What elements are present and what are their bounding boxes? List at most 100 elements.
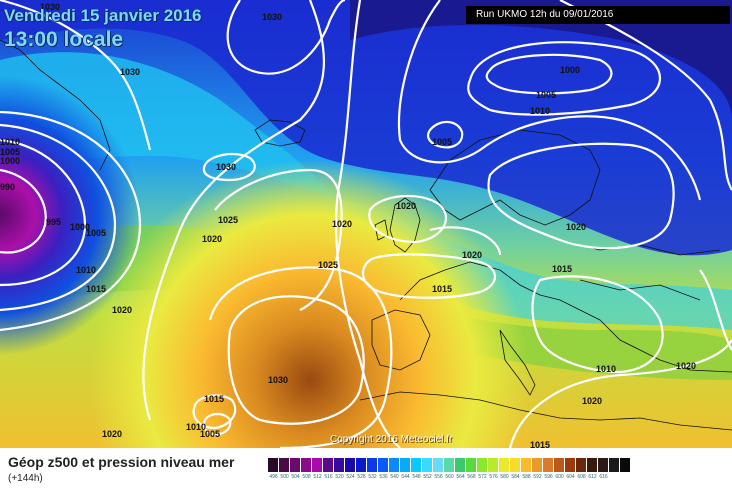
isobar-mid-1020: [334, 0, 401, 448]
color-scale-cell: [565, 458, 576, 472]
isobar-label: 1005: [0, 147, 20, 157]
isobar-label: 1020: [202, 234, 222, 244]
color-scale-label: 568: [467, 474, 476, 480]
color-scale-label: 588: [522, 474, 531, 480]
isobar-europe-1025: [429, 226, 502, 256]
color-scale-label: 508: [302, 474, 311, 480]
isobar-label: 1000: [560, 65, 580, 75]
north-africa-coast: [359, 391, 732, 431]
isobar-label: 995: [46, 217, 61, 227]
color-scale-cell: [411, 458, 422, 472]
color-scale-label: 532: [368, 474, 377, 480]
coastlines: [0, 39, 732, 431]
color-scale-label: 612: [588, 474, 597, 480]
forecast-date: Vendredi 15 janvier 2016: [4, 6, 202, 25]
isobar-low-1000: [0, 138, 87, 287]
copyright-notice: Copyright 2016 Meteociel.fr: [330, 434, 453, 445]
isobar-label: 1025: [218, 215, 238, 225]
color-scale-label: [620, 474, 631, 484]
isobar-north-1030: [226, 0, 346, 75]
color-scale-label: 616: [599, 474, 608, 480]
isobar-label: 1020: [582, 396, 602, 406]
color-scale-cell: [334, 458, 345, 472]
color-scale: [268, 458, 631, 472]
isobar-north-1010: [397, 0, 702, 201]
isobar-low-990: [0, 168, 47, 254]
isobar-scand-1020: [487, 142, 675, 250]
isobar-label: 1010: [76, 265, 96, 275]
color-scale-cell: [488, 458, 499, 472]
europe-coast: [399, 261, 732, 373]
color-scale-cell: [290, 458, 301, 472]
isobar-small-1010: [202, 412, 232, 436]
color-scale-cell: [576, 458, 587, 472]
isobar-north-1005b: [467, 41, 661, 116]
color-scale-label: 524: [346, 474, 355, 480]
color-scale-cell: [444, 458, 455, 472]
isobar-balkans-1015: [531, 275, 664, 374]
color-scale-cell: [455, 458, 466, 472]
color-scale-cell: [532, 458, 543, 472]
isobar-small-1015: [192, 394, 237, 430]
isobar-atlantic-1020: [142, 0, 325, 421]
isobar-greenland-1030: [0, 0, 152, 151]
color-scale-label: 600: [555, 474, 564, 480]
color-scale-cell: [312, 458, 323, 472]
isobar-label: 1020: [332, 219, 352, 229]
color-scale-label: 512: [313, 474, 322, 480]
isobar-label: 990: [0, 182, 15, 192]
isobar-label: 1020: [462, 250, 482, 260]
isobar-atlantic-1025: [214, 168, 343, 311]
isobar-labels: 1030 1030 1030 1030 1010 1005 1000 990 9…: [0, 2, 696, 448]
color-scale-cell: [378, 458, 389, 472]
color-scale-label: 504: [291, 474, 300, 480]
isobar-label: 1015: [204, 394, 224, 404]
low-pressure-zone: [0, 60, 200, 370]
color-scale-label: 572: [478, 474, 487, 480]
color-scale-cell: [477, 458, 488, 472]
north-dark-band: [350, 0, 732, 120]
color-scale-cell: [433, 458, 444, 472]
forecast-lead-time: (+144h): [8, 473, 43, 484]
color-scale-cell: [323, 458, 334, 472]
color-scale-cell: [620, 458, 631, 472]
forecast-time: 13:00 locale: [4, 28, 124, 51]
isobar-label: 1010: [596, 364, 616, 374]
color-scale-label: 544: [401, 474, 410, 480]
color-scale-label: 500: [280, 474, 289, 480]
color-scale-label: 552: [423, 474, 432, 480]
isobar-west-1015: [0, 110, 142, 332]
color-scale-label: 584: [511, 474, 520, 480]
color-scale-label: 564: [456, 474, 465, 480]
color-scale-label: 604: [566, 474, 575, 480]
isobar-label: 1010: [530, 106, 550, 116]
isobar-label: 1020: [112, 305, 132, 315]
isobar-med-1020: [508, 339, 732, 448]
isobar-azores-1030: [227, 295, 365, 425]
color-scale-label: 520: [335, 474, 344, 480]
color-scale-cell: [345, 458, 356, 472]
color-scale-labels: 496 500 504 508 512 516 520 524 528 532 536 540 544 5…: [268, 474, 631, 484]
color-scale-label: 548: [412, 474, 421, 480]
isobar-azores-1025: [208, 266, 393, 448]
map-legend-title: Géop z500 et pression niveau mer: [8, 454, 235, 470]
color-scale-label: 608: [577, 474, 586, 480]
color-scale-label: 496: [269, 474, 278, 480]
color-scale-label: 596: [544, 474, 553, 480]
color-scale-cell: [389, 458, 400, 472]
isobar-label: 1030: [120, 67, 140, 77]
isobar-label: 1025: [318, 260, 338, 270]
color-scale-label: 556: [434, 474, 443, 480]
isobar-label: 1030: [216, 162, 236, 172]
color-scale-cell: [356, 458, 367, 472]
color-scale-label: 516: [324, 474, 333, 480]
isobar-label: 1010: [186, 422, 206, 432]
color-scale-label: [609, 474, 620, 484]
isobar-north-1000: [485, 53, 613, 95]
color-scale-cell: [367, 458, 378, 472]
british-isles-coast: [374, 197, 421, 253]
isobar-label: 1020: [676, 361, 696, 371]
isobar-label: 1015: [86, 284, 106, 294]
color-scale-cell: [400, 458, 411, 472]
